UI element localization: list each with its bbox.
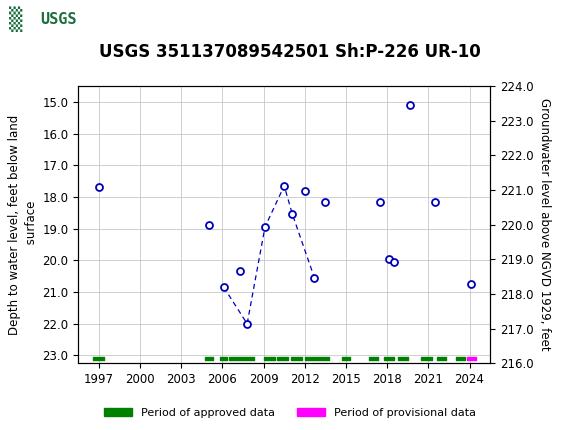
Legend: Period of approved data, Period of provisional data: Period of approved data, Period of provi… [100,403,480,422]
Text: USGS: USGS [41,12,77,27]
Text: ▒: ▒ [9,6,22,32]
Text: USGS 351137089542501 Sh:P-226 UR-10: USGS 351137089542501 Sh:P-226 UR-10 [99,43,481,61]
Y-axis label: Groundwater level above NGVD 1929, feet: Groundwater level above NGVD 1929, feet [538,98,550,351]
Y-axis label: Depth to water level, feet below land
 surface: Depth to water level, feet below land su… [8,114,38,335]
FancyBboxPatch shape [3,4,107,35]
